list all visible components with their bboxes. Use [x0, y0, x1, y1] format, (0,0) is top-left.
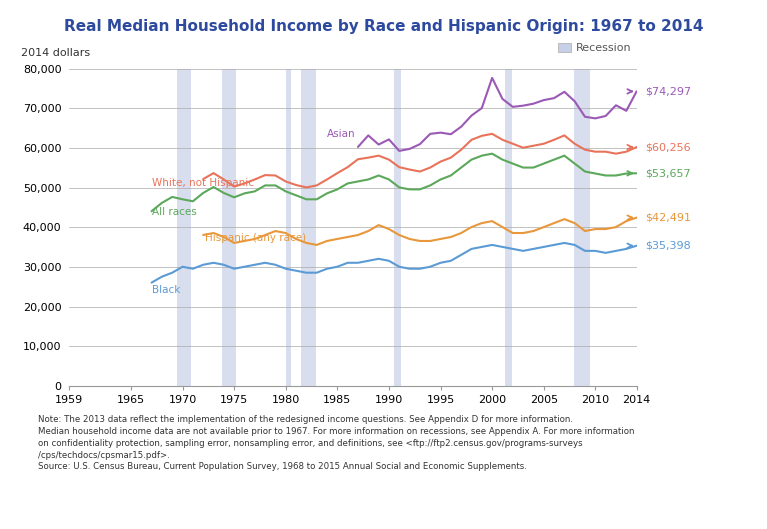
Text: 2014 dollars: 2014 dollars — [21, 48, 90, 58]
Bar — [505, 69, 512, 386]
Text: Hispanic (any race): Hispanic (any race) — [206, 233, 306, 243]
Text: Note: The 2013 data reflect the implementation of the redesigned income question: Note: The 2013 data reflect the implemen… — [38, 415, 635, 471]
Legend: Recession: Recession — [558, 43, 631, 53]
Text: Asian: Asian — [327, 129, 356, 139]
Text: All races: All races — [152, 207, 196, 216]
Bar — [286, 69, 291, 386]
Bar — [301, 69, 316, 386]
Text: $42,491: $42,491 — [645, 213, 691, 223]
Bar — [222, 69, 236, 386]
Text: $60,256: $60,256 — [645, 142, 691, 152]
Text: $35,398: $35,398 — [645, 241, 691, 251]
Text: Real Median Household Income by Race and Hispanic Origin: 1967 to 2014: Real Median Household Income by Race and… — [64, 19, 703, 33]
Bar — [574, 69, 590, 386]
Text: $74,297: $74,297 — [645, 86, 691, 96]
Bar — [394, 69, 401, 386]
Text: Black: Black — [152, 285, 180, 295]
Text: White, not Hispanic: White, not Hispanic — [152, 178, 254, 188]
Bar — [177, 69, 191, 386]
Text: $53,657: $53,657 — [645, 168, 691, 178]
